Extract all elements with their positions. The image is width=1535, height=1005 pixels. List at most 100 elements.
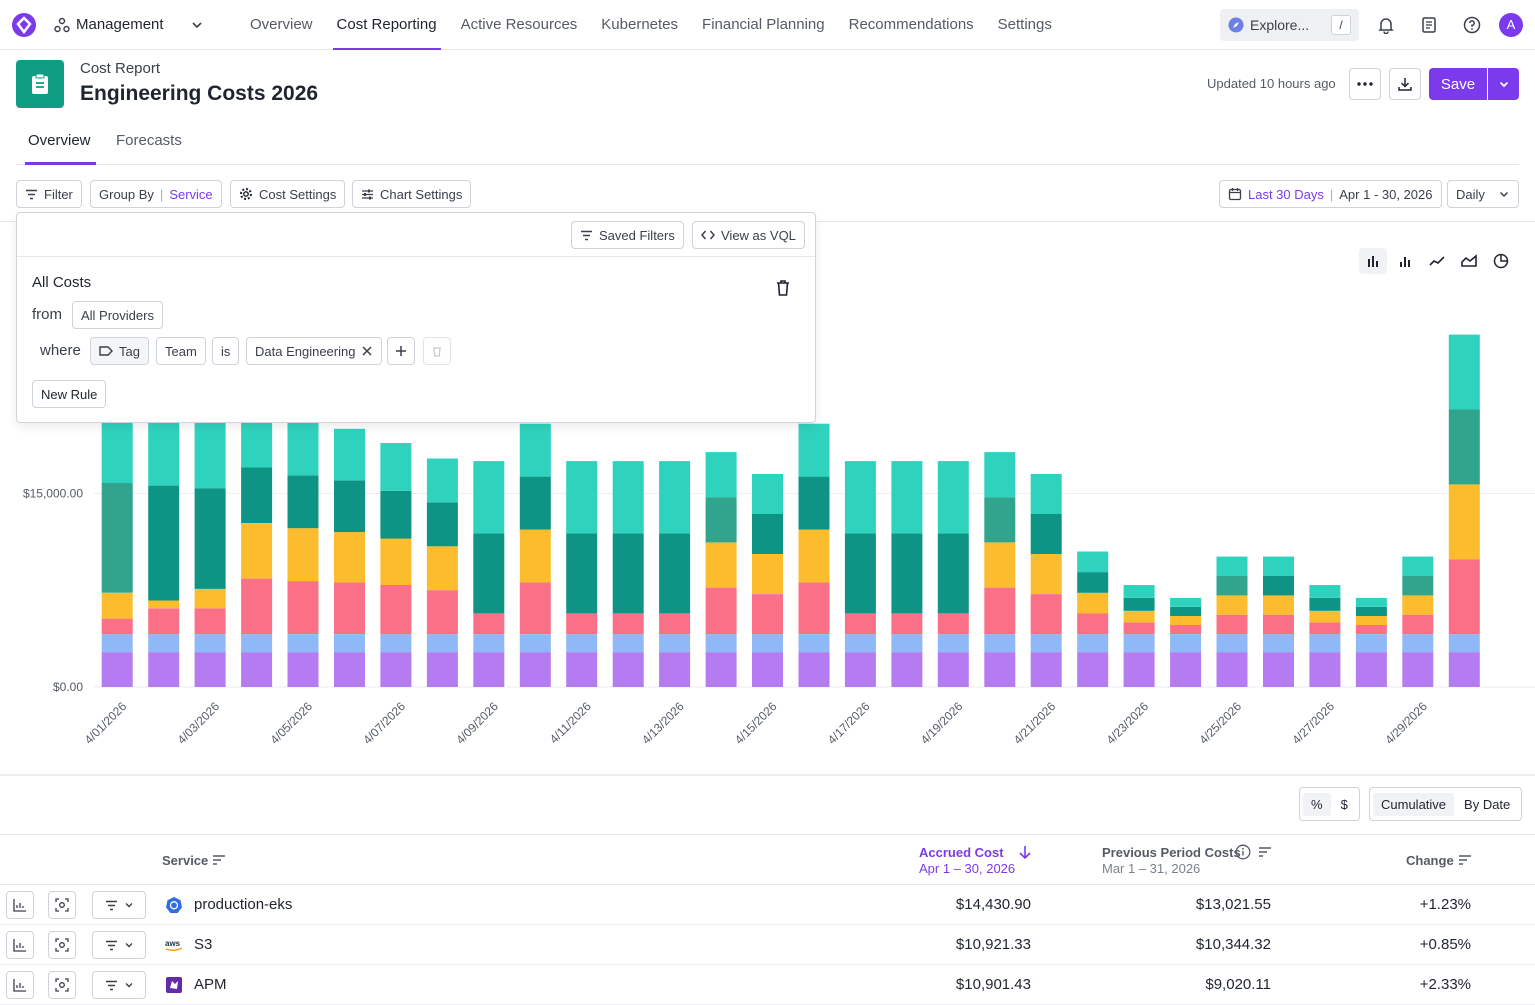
bar-segment[interactable]: [1216, 634, 1248, 653]
bar-segment[interactable]: [1309, 634, 1341, 653]
bar-segment[interactable]: [1263, 595, 1294, 615]
bar-segment[interactable]: [1030, 652, 1062, 687]
col-previous-header[interactable]: Previous Period Costs: [1102, 845, 1241, 860]
bar-segment[interactable]: [798, 582, 830, 634]
bar-segment[interactable]: [519, 423, 551, 477]
bar-segment[interactable]: [1216, 556, 1248, 576]
bar-segment[interactable]: [194, 652, 226, 687]
bar-segment[interactable]: [1123, 585, 1155, 598]
bar-segment[interactable]: [1448, 634, 1480, 653]
bar-segment[interactable]: [984, 587, 1016, 635]
bar-segment[interactable]: [1170, 625, 1202, 634]
bar-segment[interactable]: [101, 652, 133, 687]
bar-segment[interactable]: [380, 443, 412, 491]
bar-segment[interactable]: [473, 634, 505, 653]
bar-segment[interactable]: [705, 652, 737, 687]
bar-segment[interactable]: [844, 461, 876, 534]
chart-type-area[interactable]: [1455, 248, 1483, 274]
bar-segment[interactable]: [241, 523, 273, 579]
bar-segment[interactable]: [426, 590, 458, 635]
bar-segment[interactable]: [612, 613, 644, 635]
bar-segment[interactable]: [1077, 551, 1109, 573]
bar-segment[interactable]: [1402, 595, 1434, 615]
bar-segment[interactable]: [1263, 614, 1294, 635]
nav-overview[interactable]: Overview: [250, 16, 313, 33]
app-logo[interactable]: [12, 13, 36, 37]
col-service-header[interactable]: Service: [162, 853, 209, 868]
bar-segment[interactable]: [1448, 334, 1480, 410]
bar-segment[interactable]: [519, 634, 551, 653]
bar-segment[interactable]: [148, 600, 180, 609]
sort-icon[interactable]: [1458, 854, 1472, 866]
bar-segment[interactable]: [519, 476, 551, 530]
granularity-select[interactable]: Daily: [1447, 180, 1519, 208]
bar-segment[interactable]: [1030, 474, 1062, 514]
bar-segment[interactable]: [566, 634, 598, 653]
bar-segment[interactable]: [1309, 585, 1341, 598]
bar-segment[interactable]: [612, 634, 644, 653]
bar-segment[interactable]: [241, 634, 273, 653]
row-filter-button[interactable]: [92, 891, 146, 919]
bar-segment[interactable]: [1123, 652, 1155, 687]
nav-kubernetes[interactable]: Kubernetes: [601, 16, 679, 33]
chart-type-pie[interactable]: [1487, 248, 1515, 274]
document-icon[interactable]: [1418, 14, 1440, 36]
row-focus-button[interactable]: [48, 971, 76, 999]
view-vql-button[interactable]: View as VQL: [692, 221, 805, 249]
bar-segment[interactable]: [101, 634, 133, 653]
bar-segment[interactable]: [705, 497, 737, 543]
bar-segment[interactable]: [1402, 556, 1434, 576]
bar-segment[interactable]: [473, 613, 505, 635]
dollar-toggle[interactable]: $: [1340, 796, 1348, 812]
bar-segment[interactable]: [1123, 597, 1155, 611]
bar-segment[interactable]: [752, 514, 783, 554]
bar-segment[interactable]: [1402, 634, 1434, 653]
bar-segment[interactable]: [1355, 607, 1387, 616]
bar-segment[interactable]: [1402, 576, 1434, 596]
bar-segment[interactable]: [1355, 597, 1387, 607]
bar-segment[interactable]: [380, 490, 412, 539]
more-options-button[interactable]: [1349, 68, 1381, 100]
nav-financial-planning[interactable]: Financial Planning: [702, 16, 825, 33]
bar-segment[interactable]: [984, 497, 1016, 543]
nav-recommendations[interactable]: Recommendations: [848, 16, 974, 33]
bar-segment[interactable]: [891, 613, 923, 635]
bar-segment[interactable]: [937, 613, 969, 635]
bar-segment[interactable]: [380, 585, 412, 635]
bar-segment[interactable]: [241, 578, 273, 635]
bar-segment[interactable]: [1448, 484, 1480, 560]
bar-segment[interactable]: [937, 461, 969, 534]
bar-segment[interactable]: [1123, 610, 1155, 623]
bar-segment[interactable]: [937, 652, 969, 687]
bar-segment[interactable]: [148, 634, 180, 653]
bar-segment[interactable]: [1170, 607, 1202, 616]
nav-active-resources[interactable]: Active Resources: [460, 16, 578, 33]
row-focus-button[interactable]: [48, 891, 76, 919]
chart-type-bar[interactable]: [1391, 248, 1419, 274]
bar-segment[interactable]: [287, 581, 319, 634]
sort-icon[interactable]: [212, 854, 226, 866]
bar-segment[interactable]: [752, 554, 783, 594]
bar-segment[interactable]: [287, 634, 319, 653]
bar-segment[interactable]: [566, 613, 598, 635]
bar-segment[interactable]: [1448, 652, 1480, 687]
bar-segment[interactable]: [566, 461, 598, 534]
col-accrued-header[interactable]: Accrued Cost: [919, 845, 1004, 860]
explore-search[interactable]: Explore... /: [1220, 9, 1359, 41]
bar-segment[interactable]: [752, 652, 783, 687]
trash-icon[interactable]: [775, 279, 791, 302]
bar-segment[interactable]: [334, 634, 365, 653]
delete-condition-button[interactable]: [423, 337, 451, 365]
bar-segment[interactable]: [1077, 572, 1109, 593]
field-type-select[interactable]: Tag: [90, 337, 149, 365]
help-icon[interactable]: [1461, 14, 1483, 36]
row-chart-button[interactable]: [6, 891, 34, 919]
bar-segment[interactable]: [1170, 616, 1202, 625]
bar-segment[interactable]: [473, 652, 505, 687]
bar-segment[interactable]: [891, 652, 923, 687]
bar-segment[interactable]: [798, 529, 830, 583]
bar-segment[interactable]: [241, 652, 273, 687]
bar-segment[interactable]: [1030, 634, 1062, 653]
bar-segment[interactable]: [844, 652, 876, 687]
close-icon[interactable]: [361, 345, 373, 357]
